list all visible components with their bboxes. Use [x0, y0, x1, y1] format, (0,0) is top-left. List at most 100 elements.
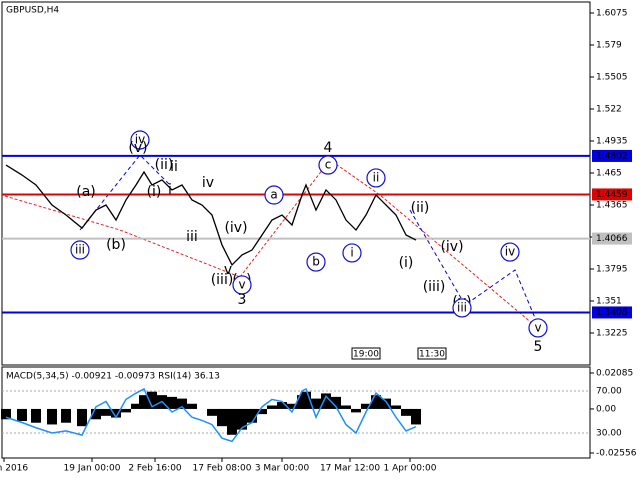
macd-bar [1, 408, 11, 420]
y-tick-label: 1.579 [596, 41, 622, 51]
macd-bar [121, 408, 131, 413]
macd-bar [227, 408, 237, 435]
x-tick-label: 2 Feb 16:00 [128, 464, 182, 474]
wave-line [409, 209, 541, 331]
y2-tick-label: 70.00 [596, 387, 622, 397]
x-tick-label: 19 Jan 00:00 [64, 464, 121, 474]
y-tick-label: 1.3225 [596, 329, 628, 339]
x-tick-label: 17 Feb 08:00 [192, 464, 251, 474]
macd-bar [287, 403, 297, 409]
wave-lines [4, 154, 541, 331]
y-tick-label: 1.6075 [596, 9, 628, 19]
macd-bar [411, 408, 421, 425]
wave-label: i [168, 182, 172, 198]
level-label: 1.4066 [596, 234, 628, 244]
macd-bar [391, 405, 401, 409]
wave-label: i [350, 245, 353, 259]
wave-label: 5 [534, 339, 543, 355]
wave-circle [342, 243, 362, 263]
macd-bar [361, 403, 371, 409]
wave-circle [528, 318, 548, 338]
level-label: 1.4802 [596, 151, 628, 161]
wave-label: v [224, 262, 232, 278]
macd-bar [77, 408, 87, 427]
y-tick-label: 1.465 [596, 169, 622, 179]
wave-label: 4 [324, 140, 333, 156]
x-tick-label: 4 Jan 2016 [0, 464, 28, 474]
macd-bar [47, 408, 57, 425]
level-box [592, 149, 632, 162]
macd-bar [167, 396, 177, 409]
macd-bar [247, 408, 257, 423]
macd-bar [217, 408, 227, 427]
wave-label: (iv) [440, 239, 463, 255]
macd-bar [139, 395, 149, 409]
wave-circle [264, 185, 284, 205]
macd-bar [277, 402, 287, 409]
wave-circle [366, 168, 386, 188]
wave-label: ii [170, 159, 178, 175]
y-tick-label: 1.522 [596, 105, 622, 115]
wave-label: iv [135, 132, 145, 146]
price-line [5, 164, 417, 267]
wave-circle [500, 242, 520, 262]
y-tick-label: 0.00 [596, 404, 616, 414]
macd-bar [311, 398, 321, 409]
time-marker: 11:30 [419, 350, 445, 360]
wave-circle [452, 298, 472, 318]
wave-label: (iii) [423, 279, 446, 295]
wave-label: (i) [399, 255, 414, 271]
wave-label: iv [202, 175, 214, 191]
wave-circle [318, 155, 338, 175]
y-tick-label: 0.02085 [596, 368, 633, 378]
time-marker-box [351, 347, 381, 360]
y-tick-label: 1.5505 [596, 73, 628, 83]
y-tick-label: 1.351 [596, 297, 622, 307]
y-tick-label: 1.4935 [596, 137, 628, 147]
wave-label: (i) [147, 184, 162, 200]
macd-bar [91, 408, 101, 420]
wave-label: v [238, 277, 245, 291]
y-tick-label: 1.4365 [596, 201, 628, 211]
wave-label: (iv) [224, 220, 247, 236]
wave-label: (v) [128, 140, 147, 156]
y-tick-label: 1.3795 [596, 265, 628, 275]
macd-bar [301, 391, 311, 409]
wave-label: iii [186, 229, 198, 245]
macd-bar [101, 408, 111, 416]
wave-label: (b) [106, 237, 126, 253]
y-tick-label: -0.02556 [596, 449, 637, 459]
x-tick-label: 17 Mar 12:00 [320, 464, 380, 474]
macd-bar [371, 395, 381, 409]
wave-label: a [270, 188, 277, 202]
wave-label: (a) [76, 184, 96, 200]
macd-bar [31, 408, 41, 423]
indicator-title: MACD(5,34,5) -0.00921 -0.00973 RSI(14) 3… [6, 372, 220, 382]
wave-label: c [325, 158, 332, 172]
wave-label: (iii) [211, 272, 234, 288]
main-frame [1, 1, 591, 366]
wave-circle [232, 275, 252, 295]
level-box [592, 188, 632, 201]
x-tick-label: 1 Apr 00:00 [384, 464, 437, 474]
macd-bar [341, 405, 351, 409]
macd-bar [257, 408, 267, 415]
wave-label: (ii) [411, 200, 430, 216]
wave-circle [306, 252, 326, 272]
y2-tick-label: 30.00 [596, 429, 622, 439]
macd-bar [187, 403, 197, 409]
time-marker: 19:00 [353, 350, 379, 360]
wave-label: v [534, 320, 541, 334]
macd-bar [17, 408, 27, 422]
wave-label: b [312, 255, 320, 269]
macd-bar [331, 396, 341, 409]
macd-bar [61, 408, 71, 423]
time-marker-box [417, 347, 447, 360]
level-label: 1.4459 [596, 190, 628, 200]
macd-bar [207, 408, 217, 416]
level-box [592, 232, 632, 245]
macd-bar [381, 398, 391, 409]
macd-bar [237, 408, 247, 430]
wave-label: iii [75, 243, 85, 257]
wave-label: iii [457, 300, 467, 314]
